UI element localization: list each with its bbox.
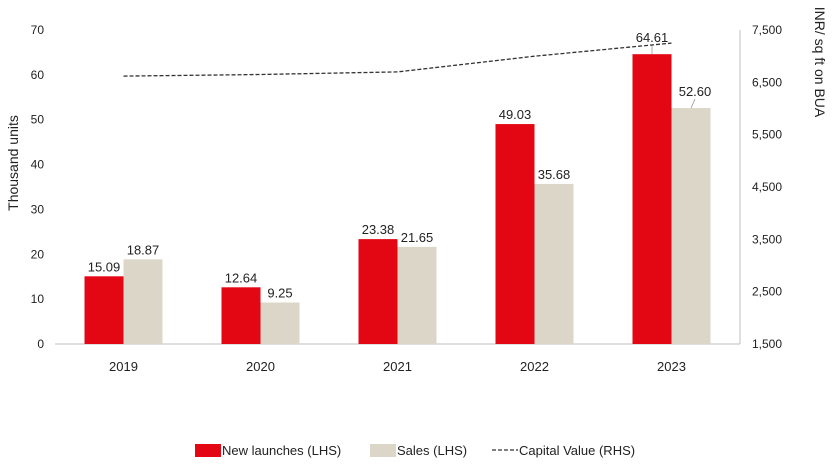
left-axis-ticks: 0 10 20 30 40 50 60 70 [31,23,45,351]
bar-sales-2020 [260,302,300,344]
bar-new-launches-2021 [358,239,398,344]
legend-swatch-sales [370,444,396,457]
bar-new-launches-2023 [632,54,672,344]
legend-label-sales: Sales (LHS) [397,443,467,458]
bar-new-launches-2020 [221,287,261,344]
left-tick-label: 50 [31,113,45,127]
left-tick-label: 10 [31,292,45,306]
y-axis-title-right: INR/ sq ft on BUA [812,7,828,118]
x-tick-label-2023: 2023 [657,359,686,374]
bar-sales-2021 [397,246,437,344]
y-axis-title-left: Thousand units [5,115,21,211]
bars [84,54,711,345]
bar-sales-2019 [123,259,163,344]
left-tick-label: 30 [31,202,45,216]
data-label-new-launches-2022: 49.03 [499,107,532,122]
data-label-new-launches-2021: 23.38 [362,222,395,237]
right-tick-label: 4,500 [752,180,782,194]
right-tick-label: 5,500 [752,128,782,142]
capital-value-line [123,42,672,77]
x-tick-label-2019: 2019 [109,359,138,374]
data-label-sales-2019: 18.87 [127,242,160,257]
right-tick-label: 7,500 [752,23,782,37]
left-tick-label: 0 [37,337,44,351]
x-axis-ticks: 2019 2020 2021 2022 2023 [109,359,686,374]
bar-new-launches-2022 [495,124,535,344]
right-tick-label: 3,500 [752,232,782,246]
right-tick-label: 2,500 [752,285,782,299]
data-label-sales-2022: 35.68 [538,167,571,182]
bar-sales-2023 [671,108,711,345]
data-label-sales-2021: 21.65 [401,230,434,245]
legend-label-new-launches: New launches (LHS) [222,443,341,458]
data-label-sales-2020: 9.25 [267,286,292,301]
bar-new-launches-2019 [84,276,124,344]
left-tick-label: 20 [31,247,45,261]
leader-line-sales-2023 [690,98,696,109]
x-tick-label-2020: 2020 [246,359,275,374]
left-tick-label: 40 [31,158,45,172]
legend: New launches (LHS) Sales (LHS) Capital V… [195,443,635,458]
legend-label-capital-value: Capital Value (RHS) [519,443,635,458]
bar-sales-2022 [534,183,574,344]
x-tick-label-2022: 2022 [520,359,549,374]
data-label-new-launches-2020: 12.64 [225,270,258,285]
right-tick-label: 1,500 [752,337,782,351]
label-leader-lines [651,45,696,109]
left-tick-label: 70 [31,23,45,37]
legend-swatch-new-launches [195,444,221,457]
data-label-sales-2023: 52.60 [679,84,712,99]
data-label-new-launches-2023: 64.61 [636,30,669,45]
data-label-new-launches-2019: 15.09 [88,259,121,274]
left-tick-label: 60 [31,68,45,82]
data-labels: 15.09 18.87 12.64 9.25 23.38 21.65 49.03 35.68 6… [88,30,712,300]
x-tick-label-2021: 2021 [383,359,412,374]
right-axis-ticks: 1,500 2,500 3,500 4,500 5,500 6,500 7,500 [752,23,782,351]
right-tick-label: 6,500 [752,75,782,89]
